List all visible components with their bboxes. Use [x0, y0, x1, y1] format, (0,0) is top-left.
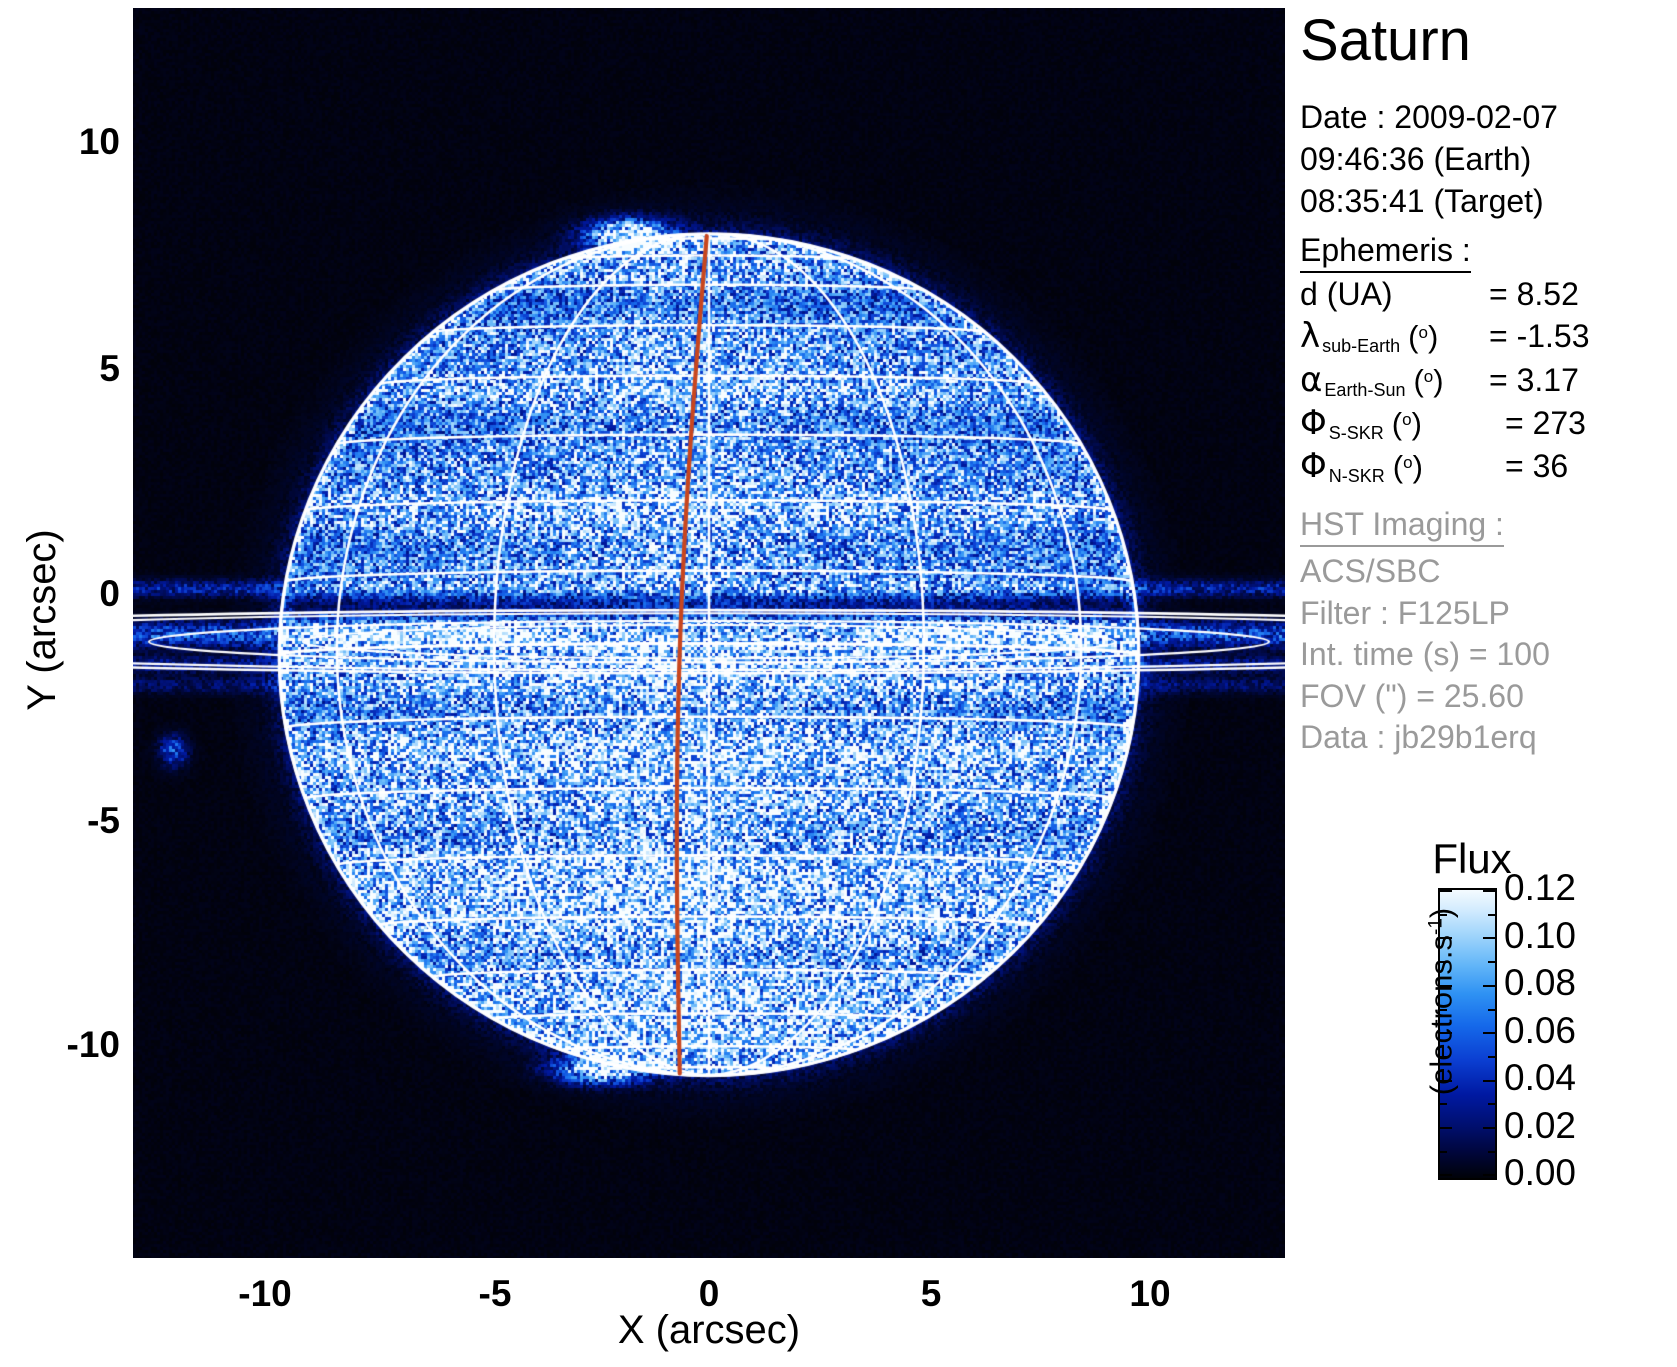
colorbar-tick — [1483, 1079, 1495, 1082]
colorbar-tick-label: 0.02 — [1504, 1105, 1577, 1146]
colorbar-tick — [1440, 1079, 1452, 1082]
colorbar-tick — [1440, 937, 1452, 940]
y-tick-label: 10 — [78, 121, 120, 162]
ephemeris-symbol: d — [1300, 276, 1318, 312]
colorbar-unit-label: (electrons.s-1) — [1423, 907, 1459, 1096]
ephemeris-row: λ sub-Earth (o) = -1.53 — [1300, 316, 1677, 357]
colorbar-tick-label: 0.08 — [1504, 962, 1577, 1003]
colorbar-tick-minor — [1440, 1008, 1447, 1011]
colorbar-tick-label: 0.04 — [1504, 1057, 1577, 1098]
ephemeris-subscript: sub-Earth — [1322, 336, 1401, 357]
y-tick-label: -10 — [66, 1024, 120, 1065]
ephemeris-value: = -1.53 — [1489, 318, 1590, 355]
hst-imaging-heading: HST Imaging : — [1300, 506, 1504, 547]
ephemeris-row: d (UA) = 8.52 — [1300, 275, 1677, 314]
ephemeris-subscript: Earth-Sun — [1324, 379, 1406, 400]
colorbar-tick-label: 0.12 — [1504, 867, 1577, 908]
y-tick-label: 0 — [99, 573, 120, 614]
x-tick-label: 5 — [920, 1273, 942, 1314]
hst-imaging-block: HST Imaging : ACS/SBC Filter : F125LP In… — [1300, 506, 1677, 759]
ephemeris-subscript: S-SKR — [1328, 422, 1384, 443]
colorbar-tick-label: 0.00 — [1504, 1152, 1577, 1193]
colorbar-tick-minor — [1440, 961, 1447, 964]
degree-unit: (o) — [1392, 449, 1423, 485]
ephemeris-row: Φ S-SKR (o) = 273 — [1300, 403, 1677, 444]
degree-unit: (o) — [1391, 405, 1422, 441]
ephemeris-block: Ephemeris : d (UA) = 8.52 λ sub-Earth (o… — [1300, 232, 1677, 488]
ephemeris-symbol: λ — [1300, 316, 1321, 357]
colorbar-tick-minor — [1488, 1150, 1495, 1153]
ephemeris-symbol: Φ — [1300, 446, 1327, 487]
hst-fov: FOV (") = 25.60 — [1300, 677, 1524, 714]
ephemeris-subscript: N-SKR — [1328, 466, 1385, 487]
saturn-image-canvas — [133, 8, 1285, 1258]
colorbar-tick-minor — [1488, 1055, 1495, 1058]
ephemeris-value: = 36 — [1505, 448, 1569, 485]
date-line-target: 08:35:41 (Target) — [1300, 183, 1544, 220]
colorbar-tick-minor — [1488, 913, 1495, 916]
ephemeris-value: = 8.52 — [1489, 276, 1579, 312]
colorbar-tick-minor — [1488, 961, 1495, 964]
page-title: Saturn — [1300, 8, 1471, 73]
degree-unit: (o) — [1413, 362, 1444, 398]
ephemeris-row: α Earth-Sun (o) = 3.17 — [1300, 360, 1677, 401]
colorbar-tick-minor — [1488, 1008, 1495, 1011]
colorbar-tick-minor — [1440, 1150, 1447, 1153]
ephemeris-row: Φ N-SKR (o) = 36 — [1300, 446, 1677, 487]
hst-dataset-id: Data : jb29b1erq — [1300, 719, 1537, 756]
colorbar-tick-minor — [1488, 1103, 1495, 1106]
colorbar-tick-label: 0.10 — [1504, 915, 1577, 956]
date-line-utc: Date : 2009-02-07 — [1300, 99, 1558, 135]
hst-instrument: ACS/SBC — [1300, 553, 1441, 589]
colorbar-tick-minor — [1440, 1055, 1447, 1058]
y-tick-label: -5 — [87, 800, 120, 841]
x-tick-label: -5 — [478, 1273, 512, 1314]
colorbar-tick — [1440, 1174, 1452, 1176]
colorbar-tick — [1440, 984, 1452, 987]
colorbar-tick — [1483, 1127, 1495, 1129]
colorbar-tick — [1483, 984, 1495, 987]
colorbar-tick-minor — [1440, 913, 1447, 916]
y-axis-title: Y (arcsec) — [20, 529, 64, 711]
image-panel — [133, 8, 1285, 1258]
ephemeris-symbol: Φ — [1300, 402, 1327, 443]
date-block: Date : 2009-02-07 09:46:36 (Earth) 08:35… — [1300, 96, 1558, 223]
x-tick-label: 0 — [698, 1273, 720, 1314]
ephemeris-unit: (UA) — [1326, 276, 1393, 312]
hst-integration-time: Int. time (s) = 100 — [1300, 636, 1550, 673]
ephemeris-value: = 3.17 — [1489, 361, 1579, 398]
colorbar-title: Flux — [1432, 835, 1512, 882]
colorbar-tick — [1440, 1032, 1452, 1035]
ephemeris-symbol: α — [1300, 359, 1323, 400]
colorbar-tick — [1483, 890, 1495, 892]
colorbar-gradient — [1438, 888, 1497, 1180]
ephemeris-heading: Ephemeris : — [1300, 232, 1471, 273]
colorbar-tick — [1440, 1127, 1452, 1129]
x-tick-label: 10 — [1129, 1273, 1171, 1314]
x-axis-title: X (arcsec) — [617, 1308, 801, 1352]
y-tick-label: 5 — [99, 348, 120, 389]
colorbar-tick — [1483, 1032, 1495, 1035]
info-column: Saturn Date : 2009-02-07 09:46:36 (Earth… — [1296, 0, 1677, 1367]
date-line-earth: 09:46:36 (Earth) — [1300, 141, 1532, 178]
colorbar-tick — [1440, 890, 1452, 892]
colorbar-group: Flux — [1296, 838, 1677, 1238]
hst-filter: Filter : F125LP — [1300, 594, 1510, 631]
colorbar-tick — [1483, 937, 1495, 940]
ephemeris-value: = 273 — [1505, 404, 1586, 441]
colorbar-tick-minor — [1440, 1103, 1447, 1106]
degree-unit: (o) — [1408, 319, 1439, 355]
colorbar-tick-label: 0.06 — [1504, 1010, 1577, 1051]
colorbar-tick — [1483, 1174, 1495, 1176]
x-tick-label: -10 — [238, 1273, 292, 1314]
